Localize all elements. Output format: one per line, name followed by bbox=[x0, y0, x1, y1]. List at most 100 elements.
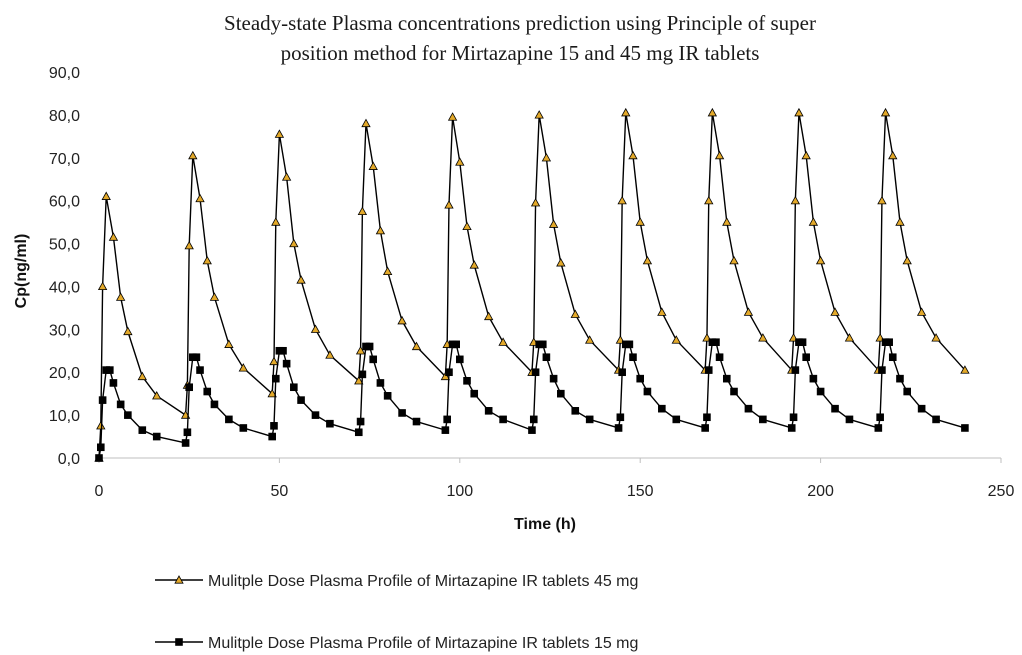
data-point-triangle bbox=[411, 341, 422, 351]
data-point-triangle bbox=[844, 333, 855, 342]
data-point-square bbox=[326, 419, 334, 428]
data-point-triangle bbox=[469, 260, 479, 269]
x-tick-label: 150 bbox=[627, 483, 654, 500]
data-point-triangle bbox=[209, 292, 220, 301]
data-point-square bbox=[917, 404, 926, 413]
x-tick-label: 250 bbox=[988, 483, 1015, 500]
legend-item: Mulitple Dose Plasma Profile of Mirtazap… bbox=[155, 573, 638, 590]
data-point-square bbox=[455, 355, 464, 364]
data-point-triangle bbox=[174, 575, 184, 584]
data-point-triangle bbox=[570, 309, 580, 318]
x-axis-label: Time (h) bbox=[514, 516, 576, 533]
data-point-square bbox=[470, 389, 479, 398]
data-point-square bbox=[614, 424, 623, 432]
data-point-square bbox=[279, 346, 287, 355]
data-point-triangle bbox=[440, 371, 451, 381]
data-point-square bbox=[97, 443, 105, 452]
data-point-square bbox=[885, 338, 893, 347]
data-point-square bbox=[878, 366, 886, 374]
data-point-square bbox=[712, 338, 720, 347]
data-point-square bbox=[452, 340, 460, 349]
data-point-triangle bbox=[267, 388, 277, 398]
data-point-triangle bbox=[877, 195, 887, 205]
data-point-square bbox=[358, 370, 367, 379]
data-point-triangle bbox=[628, 150, 638, 160]
data-point-square bbox=[383, 392, 392, 400]
data-point-triangle bbox=[281, 172, 292, 181]
data-point-square bbox=[557, 389, 565, 398]
data-point-triangle bbox=[444, 200, 454, 209]
data-point-square bbox=[297, 396, 305, 404]
data-point-square bbox=[376, 379, 385, 387]
data-point-triangle bbox=[534, 110, 544, 119]
x-tick-label: 50 bbox=[271, 483, 289, 500]
data-point-square bbox=[365, 342, 374, 351]
y-tick-label: 70,0 bbox=[49, 151, 80, 168]
data-point-triangle bbox=[729, 255, 739, 265]
data-point-triangle bbox=[108, 232, 119, 241]
data-point-triangle bbox=[354, 375, 364, 385]
data-point-square bbox=[585, 415, 594, 424]
data-point-triangle bbox=[758, 333, 768, 342]
data-point-square bbox=[484, 407, 493, 415]
data-point-square bbox=[463, 376, 471, 385]
data-point-square bbox=[896, 374, 904, 383]
y-tick-label: 30,0 bbox=[49, 322, 80, 339]
data-point-triangle bbox=[97, 281, 108, 291]
y-axis-label: Cp(ng/ml) bbox=[13, 234, 30, 309]
data-point-square bbox=[290, 383, 298, 392]
data-point-square bbox=[636, 374, 645, 383]
data-point-triangle bbox=[483, 311, 494, 321]
data-point-triangle bbox=[296, 275, 306, 284]
data-point-square bbox=[529, 415, 538, 424]
data-point-triangle bbox=[188, 150, 198, 160]
data-point-triangle bbox=[271, 217, 281, 226]
y-tick-label: 90,0 bbox=[49, 65, 80, 82]
data-point-square bbox=[271, 374, 280, 383]
data-point-triangle bbox=[152, 390, 162, 400]
data-point-square bbox=[443, 415, 451, 424]
chart-title: Steady-state Plasma concentrations predi… bbox=[224, 11, 816, 65]
data-point-triangle bbox=[375, 225, 386, 235]
data-point-triangle bbox=[123, 326, 133, 336]
data-point-triangle bbox=[310, 324, 321, 333]
data-point-triangle bbox=[96, 421, 106, 430]
data-point-square bbox=[356, 417, 365, 426]
data-point-square bbox=[616, 413, 625, 422]
data-point-square bbox=[802, 353, 810, 362]
data-point-triangle bbox=[541, 152, 552, 162]
plot-series bbox=[94, 107, 970, 462]
data-point-square bbox=[225, 415, 233, 424]
data-point-triangle bbox=[462, 221, 472, 231]
data-point-square bbox=[441, 426, 450, 434]
x-tick-label: 200 bbox=[807, 483, 834, 500]
data-point-square bbox=[703, 413, 711, 422]
data-point-triangle bbox=[355, 345, 366, 355]
legend-item: Mulitple Dose Plasma Profile of Mirtazap… bbox=[155, 635, 638, 652]
data-point-square bbox=[239, 424, 248, 432]
data-point-triangle bbox=[830, 307, 840, 316]
data-point-square bbox=[499, 415, 507, 424]
data-point-square bbox=[787, 424, 796, 432]
data-point-triangle bbox=[642, 255, 653, 265]
data-point-triangle bbox=[704, 195, 714, 205]
data-point-triangle bbox=[184, 240, 194, 250]
data-point-square bbox=[744, 404, 753, 413]
data-point-square bbox=[876, 413, 884, 422]
data-point-triangle bbox=[455, 157, 465, 166]
data-point-square bbox=[192, 353, 201, 362]
data-point-triangle bbox=[895, 217, 905, 226]
data-point-square bbox=[791, 366, 800, 374]
data-point-triangle bbox=[238, 363, 248, 372]
data-point-square bbox=[542, 353, 551, 362]
data-point-square bbox=[932, 415, 940, 424]
data-point-triangle bbox=[289, 238, 299, 248]
data-point-triangle bbox=[714, 150, 725, 160]
data-point-triangle bbox=[397, 315, 407, 325]
data-point-triangle bbox=[137, 371, 147, 381]
data-point-square bbox=[798, 338, 807, 347]
data-point-square bbox=[549, 374, 558, 383]
y-tick-label: 0,0 bbox=[58, 451, 80, 468]
data-point-square bbox=[961, 424, 969, 432]
